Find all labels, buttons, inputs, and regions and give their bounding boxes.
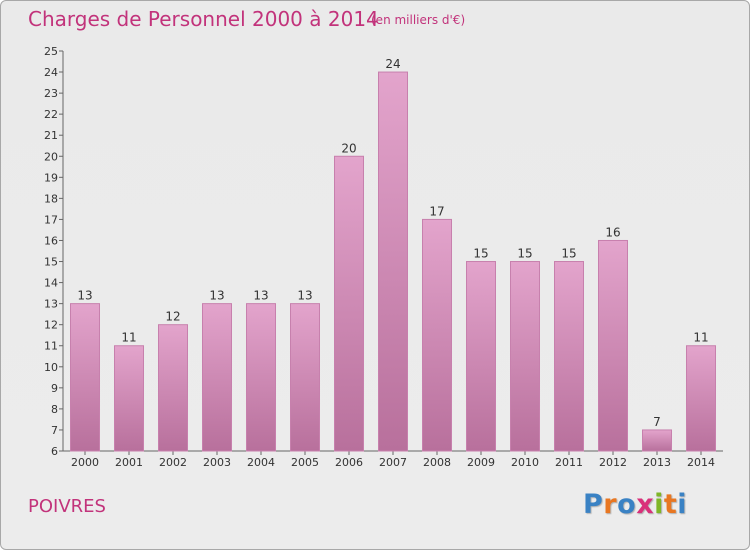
data-label: 15 — [561, 247, 576, 261]
logo-letter: i — [654, 489, 664, 520]
bar — [290, 303, 320, 452]
data-label: 11 — [693, 331, 708, 345]
x-tick-label: 2011 — [555, 456, 583, 469]
y-tick-label: 14 — [44, 277, 58, 290]
y-tick-label: 6 — [51, 445, 58, 458]
chart-title: Charges de Personnel 2000 à 2014 — [28, 7, 379, 31]
logo-letter: o — [617, 489, 637, 520]
y-tick-label: 13 — [44, 298, 58, 311]
x-axis: 2000 2001 2002 2003 2004 2005 2006 2007 2008 2009… — [63, 450, 723, 469]
data-label: 12 — [165, 310, 180, 324]
data-label: 13 — [209, 289, 224, 303]
x-tick-label: 2013 — [643, 456, 671, 469]
commune-name: POIVRES — [28, 496, 106, 517]
y-tick-label: 21 — [44, 129, 58, 142]
data-label: 15 — [517, 247, 532, 261]
x-tick-label: 2006 — [335, 456, 363, 469]
bar — [422, 218, 452, 452]
y-axis: 6 7 8 9 10 11 12 13 14 15 16 17 18 19 20 21 22 23 24 25 — [44, 45, 64, 458]
bar — [378, 71, 408, 452]
x-tick-label: 2008 — [423, 456, 451, 469]
y-tick-label: 7 — [51, 424, 58, 437]
y-tick-label: 25 — [44, 45, 58, 58]
y-tick-label: 9 — [51, 382, 58, 395]
y-tick-label: 24 — [44, 66, 58, 79]
y-tick-label: 18 — [44, 192, 58, 205]
proxiti-logo[interactable]: Proxiti — [583, 489, 687, 520]
data-label: 16 — [605, 225, 620, 239]
logo-letter: x — [636, 489, 655, 520]
bar — [70, 303, 100, 452]
logo-letter: t — [663, 489, 678, 520]
y-tick-label: 15 — [44, 256, 58, 269]
logo-letter: P — [583, 489, 604, 520]
bar — [466, 261, 496, 452]
y-tick-label: 17 — [44, 213, 58, 226]
x-tick-label: 2007 — [379, 456, 407, 469]
chart-subtitle: (en milliers d'€) — [371, 13, 466, 27]
y-tick-label: 23 — [44, 87, 58, 100]
bar — [598, 239, 628, 452]
data-label: 15 — [473, 247, 488, 261]
data-label: 11 — [121, 331, 136, 345]
y-tick-label: 12 — [44, 319, 58, 332]
data-label: 17 — [429, 204, 444, 218]
x-tick-label: 2005 — [291, 456, 319, 469]
x-tick-label: 2014 — [687, 456, 715, 469]
data-label: 20 — [341, 141, 356, 155]
bar — [114, 345, 144, 452]
data-label: 13 — [253, 289, 268, 303]
bar — [202, 303, 232, 452]
x-tick-label: 2003 — [203, 456, 231, 469]
bar — [246, 303, 276, 452]
data-label: 7 — [653, 415, 661, 429]
bar — [686, 345, 716, 452]
x-tick-label: 2002 — [159, 456, 187, 469]
x-tick-label: 2004 — [247, 456, 275, 469]
x-tick-label: 2009 — [467, 456, 495, 469]
x-tick-label: 2000 — [71, 456, 99, 469]
y-tick-label: 10 — [44, 361, 58, 374]
data-label: 13 — [77, 289, 92, 303]
y-tick-label: 22 — [44, 108, 58, 121]
y-tick-label: 8 — [51, 403, 58, 416]
y-tick-label: 11 — [44, 340, 58, 353]
bar — [510, 261, 540, 452]
x-tick-label: 2012 — [599, 456, 627, 469]
data-label: 13 — [297, 289, 312, 303]
y-tick-label: 19 — [44, 171, 58, 184]
bars — [70, 71, 716, 452]
bar — [642, 429, 672, 452]
bar — [554, 261, 584, 452]
y-tick-label: 16 — [44, 234, 58, 247]
logo-letter: i — [677, 489, 688, 520]
x-tick-label: 2010 — [511, 456, 539, 469]
y-tick-label: 20 — [44, 150, 58, 163]
x-tick-label: 2001 — [115, 456, 143, 469]
logo-letter: r — [603, 489, 618, 520]
bar — [158, 324, 188, 452]
bar — [334, 155, 364, 452]
data-labels: 13 11 12 13 13 13 20 24 17 15 15 15 16 7 11 — [77, 57, 708, 429]
data-label: 24 — [385, 57, 400, 71]
